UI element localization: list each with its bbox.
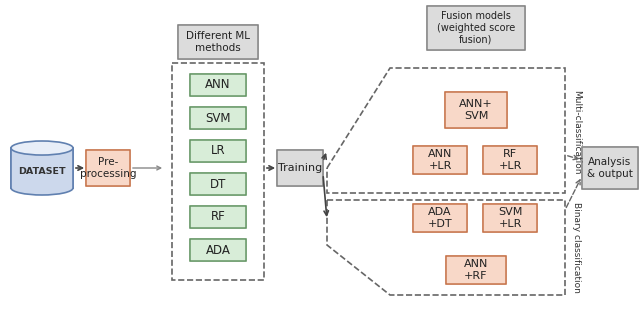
Ellipse shape	[11, 181, 73, 195]
Text: SVM: SVM	[205, 111, 231, 125]
Text: LR: LR	[211, 145, 225, 157]
Ellipse shape	[11, 141, 73, 155]
Text: Fusion models
(weighted score
fusion): Fusion models (weighted score fusion)	[437, 11, 515, 44]
Bar	[172, 63, 264, 280]
FancyBboxPatch shape	[582, 147, 638, 189]
Text: ANN+
SVM: ANN+ SVM	[459, 99, 493, 121]
FancyBboxPatch shape	[178, 25, 258, 59]
FancyBboxPatch shape	[446, 256, 506, 284]
Text: RF: RF	[211, 211, 225, 223]
FancyBboxPatch shape	[413, 146, 467, 174]
Text: ANN: ANN	[205, 79, 231, 91]
Text: ADA: ADA	[205, 244, 230, 256]
Text: Different ML
methods: Different ML methods	[186, 31, 250, 53]
Text: ANN
+LR: ANN +LR	[428, 149, 452, 171]
FancyBboxPatch shape	[413, 204, 467, 232]
FancyBboxPatch shape	[427, 6, 525, 50]
Text: Training: Training	[278, 163, 322, 173]
FancyBboxPatch shape	[86, 150, 130, 186]
Text: SVM
+LR: SVM +LR	[498, 207, 522, 229]
FancyBboxPatch shape	[483, 146, 537, 174]
Text: ANN
+RF: ANN +RF	[464, 259, 488, 281]
Text: ADA
+DT: ADA +DT	[428, 207, 452, 229]
Bar	[11, 148, 73, 188]
Text: Multi-classification: Multi-classification	[572, 90, 581, 174]
FancyBboxPatch shape	[190, 140, 246, 162]
FancyBboxPatch shape	[445, 92, 507, 128]
Text: Pre-
processing: Pre- processing	[80, 157, 136, 179]
FancyBboxPatch shape	[190, 74, 246, 96]
Text: DT: DT	[210, 177, 226, 191]
FancyBboxPatch shape	[190, 206, 246, 228]
FancyBboxPatch shape	[190, 239, 246, 261]
FancyBboxPatch shape	[483, 204, 537, 232]
FancyBboxPatch shape	[190, 173, 246, 195]
Text: Binary classification: Binary classification	[572, 202, 581, 292]
FancyBboxPatch shape	[277, 150, 323, 186]
Text: DATASET: DATASET	[18, 167, 66, 176]
Bar	[11, 148, 73, 188]
FancyBboxPatch shape	[190, 107, 246, 129]
Text: Analysis
& output: Analysis & output	[587, 157, 633, 179]
Text: RF
+LR: RF +LR	[499, 149, 522, 171]
